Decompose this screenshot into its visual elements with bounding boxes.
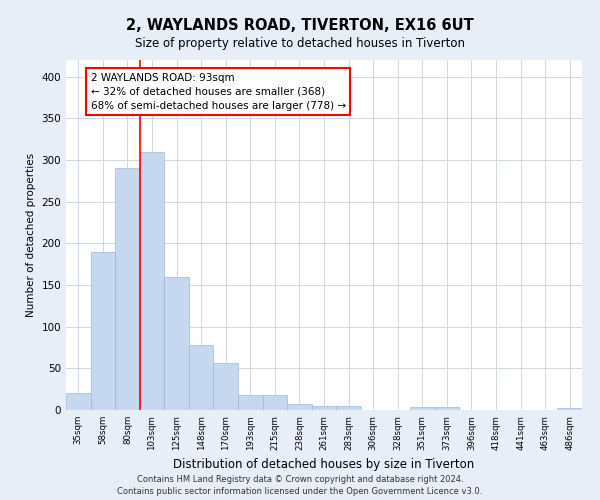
Text: Contains public sector information licensed under the Open Government Licence v3: Contains public sector information licen… <box>118 487 482 496</box>
Text: Size of property relative to detached houses in Tiverton: Size of property relative to detached ho… <box>135 38 465 51</box>
Text: 2 WAYLANDS ROAD: 93sqm
← 32% of detached houses are smaller (368)
68% of semi-de: 2 WAYLANDS ROAD: 93sqm ← 32% of detached… <box>91 72 346 110</box>
Bar <box>287 404 312 410</box>
Text: Contains HM Land Registry data © Crown copyright and database right 2024.: Contains HM Land Registry data © Crown c… <box>137 475 463 484</box>
Bar <box>557 408 582 410</box>
Bar <box>214 362 238 410</box>
Y-axis label: Number of detached properties: Number of detached properties <box>26 153 36 317</box>
Bar <box>189 345 214 410</box>
Bar <box>164 276 189 410</box>
X-axis label: Distribution of detached houses by size in Tiverton: Distribution of detached houses by size … <box>173 458 475 471</box>
Bar <box>140 152 164 410</box>
Bar <box>336 406 361 410</box>
Text: 2, WAYLANDS ROAD, TIVERTON, EX16 6UT: 2, WAYLANDS ROAD, TIVERTON, EX16 6UT <box>126 18 474 32</box>
Bar <box>115 168 140 410</box>
Bar <box>91 252 115 410</box>
Bar <box>434 406 459 410</box>
Bar <box>66 394 91 410</box>
Bar <box>312 406 336 410</box>
Bar <box>238 395 263 410</box>
Bar <box>410 406 434 410</box>
Bar <box>263 395 287 410</box>
